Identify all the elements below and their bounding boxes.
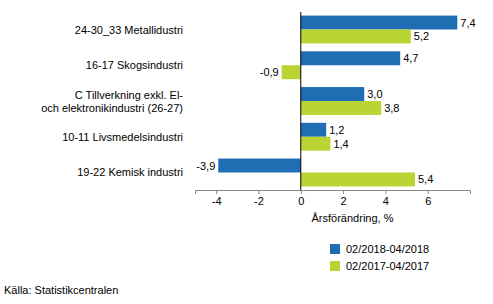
- bars: [218, 16, 457, 187]
- bar: [301, 16, 458, 30]
- tick-mark: [385, 190, 386, 194]
- tick-label: 0: [298, 195, 304, 207]
- bar: [301, 87, 364, 101]
- axis-line: [196, 191, 471, 195]
- x-label: Årsförändring, %: [312, 212, 394, 224]
- data-label: 3,0: [367, 88, 382, 100]
- bar: [282, 65, 301, 79]
- legend-swatch: [330, 261, 340, 271]
- tick: 2: [341, 190, 347, 207]
- zero-line: [300, 12, 301, 190]
- bar: [301, 137, 331, 151]
- tick-mark: [428, 190, 429, 194]
- category-label: 24-30_33 Metallidustri: [75, 24, 183, 36]
- tick-mark: [343, 190, 344, 194]
- tick: -4: [212, 190, 222, 207]
- legend: 02/2018-04/2018 02/2017-04/2017: [330, 243, 429, 272]
- data-label: 1,2: [329, 124, 344, 136]
- tick: 0: [298, 190, 304, 207]
- legend-label: 02/2017-04/2017: [346, 260, 429, 272]
- tick: 4: [383, 190, 389, 207]
- tick: 6: [425, 190, 431, 207]
- tick-label: 2: [341, 195, 347, 207]
- tick-label: -2: [254, 195, 264, 207]
- data-label: 1,4: [333, 138, 348, 150]
- tick: -2: [254, 190, 264, 207]
- tick-label: -4: [212, 195, 222, 207]
- legend-swatch: [330, 244, 340, 254]
- chart: -4 -2 0 2 4 6 Årsförändring, % 24-30_33 Metalli…: [0, 0, 493, 304]
- tick-mark: [216, 190, 217, 194]
- bar: [301, 101, 381, 115]
- bar: [301, 30, 411, 44]
- category-label: 10-11 Livsmedelsindustri: [62, 131, 183, 143]
- bar: [301, 172, 415, 186]
- data-label: -0,9: [260, 66, 279, 78]
- source-note: Källa: Statistikcentralen: [4, 284, 118, 296]
- legend-label: 02/2018-04/2018: [346, 243, 429, 255]
- bar: [301, 51, 400, 65]
- data-label: 5,4: [418, 173, 433, 185]
- category-label: 19-22 Kemisk industri: [77, 166, 183, 178]
- tick-label: 6: [425, 195, 431, 207]
- x-axis: -4 -2 0 2 4 6: [196, 190, 471, 207]
- category-label: C Tillverkning exkl. El-och elektronikin…: [41, 89, 183, 114]
- data-label: 4,7: [403, 52, 418, 64]
- category-label: 16-17 Skogsindustri: [86, 59, 183, 71]
- bar: [301, 123, 326, 137]
- data-label: 3,8: [384, 102, 399, 114]
- data-label: 7,4: [460, 17, 475, 29]
- tick-mark: [258, 190, 259, 194]
- data-label: 5,2: [414, 30, 429, 42]
- bar: [218, 159, 301, 173]
- data-label: -3,9: [196, 160, 215, 172]
- tick-mark: [301, 190, 302, 194]
- tick-label: 4: [383, 195, 389, 207]
